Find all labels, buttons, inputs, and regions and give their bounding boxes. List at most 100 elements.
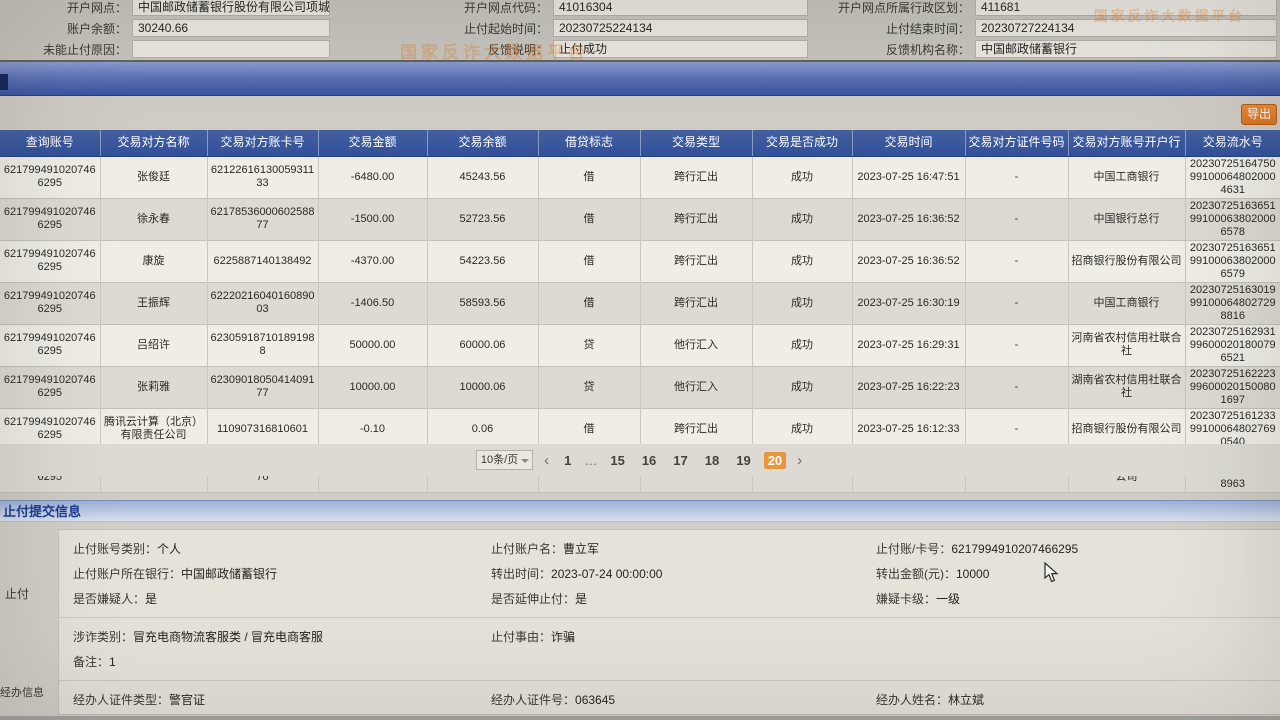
field-value [132, 40, 330, 58]
table-cell: 58593.56 [426, 282, 538, 325]
page-button[interactable]: 16 [641, 452, 657, 468]
table-cell: 6217994910207466295 [0, 282, 100, 325]
column-header: 借贷标志 [537, 130, 640, 157]
top-form-row: 账户余额： 30240.66 止付起始时间： 20230725224134 止付结束时间… [0, 18, 1280, 38]
left-tab [0, 74, 8, 90]
table-cell: 成功 [751, 240, 852, 283]
form-field: 是否延伸止付：是 [491, 590, 876, 607]
table-cell: 河南省农村信用社联合社 [1067, 324, 1185, 367]
field-label: 备注： [73, 655, 110, 669]
next-page-button[interactable]: › [797, 451, 803, 469]
field-value: 20230727224134 [975, 19, 1277, 37]
table-cell: 2023-07-25 16:36:52 [851, 198, 965, 241]
table-cell: -1500.00 [317, 198, 427, 241]
field-value: 中国邮政储蓄银行 [181, 567, 278, 581]
field-label: 未能止付原因： [42, 42, 127, 57]
form-field: 转出金额(元)：10000 [876, 565, 1280, 582]
field-label: 止付账/卡号： [876, 542, 952, 556]
table-row[interactable]: 6217994910207466295 张莉雅 623090180504140917… [0, 366, 1280, 409]
page-button[interactable]: 20 [763, 451, 787, 469]
table-cell: 6230901805041409177 [206, 366, 318, 409]
table-cell: 10000.06 [426, 366, 538, 409]
table-cell: 10000.00 [317, 366, 427, 409]
field-label: 是否嫌疑人： [73, 592, 146, 606]
field-label: 开户网点代码： [463, 0, 548, 15]
page-button[interactable]: 17 [673, 452, 688, 468]
form-group: 涉诈类别：冒充电商物流客服类 / 冒充电商客服 止付事由：诈骗备注：1 [59, 617, 1280, 680]
form-field: 涉诈类别：冒充电商物流客服类 / 冒充电商客服 [73, 628, 491, 645]
page-button[interactable]: 1 [564, 452, 572, 468]
table-cell: 借 [537, 156, 640, 199]
table-cell: 借 [537, 282, 640, 325]
export-button[interactable]: 导出 [1241, 104, 1277, 125]
field-label: 经办人证件号： [491, 693, 576, 707]
form-row: 是否嫌疑人：是 是否延伸止付：是 嫌疑卡级：一级 [73, 586, 1280, 611]
table-cell: 20230725163019991000648027298816 [1184, 282, 1280, 325]
field-value: 中国邮政储蓄银行 [975, 40, 1277, 58]
page-size-select[interactable]: 10条/页 [475, 450, 534, 470]
field-value: 10000 [956, 567, 990, 581]
field-value: 诈骗 [551, 630, 576, 644]
table-row[interactable]: 6217994910207466295 吕绍许 623059187101891988… [0, 324, 1280, 367]
table-cell: 他行汇入 [639, 366, 752, 409]
form-group: 经办人证件类型：警官证经办人证件号：063645经办人姓名：林立斌经办人电话：0… [59, 680, 1280, 720]
field-value: 1 [109, 655, 116, 669]
table-cell: - [964, 282, 1068, 325]
table-cell: -0.10 [317, 408, 427, 451]
table-cell: 跨行汇出 [639, 198, 752, 241]
table-row[interactable]: 6217994910207466295 徐永春 621785360006025887… [0, 198, 1280, 241]
table-cell: 成功 [751, 156, 852, 199]
table-cell: 6217994910207466295 [0, 198, 100, 241]
table-cell: 6217994910207466295 [0, 324, 100, 367]
table-cell: 康旋 [99, 240, 207, 283]
table-cell: 20230725163651991000638020006578 [1184, 198, 1280, 241]
table-cell: 6212261613005931133 [206, 156, 318, 199]
table-cell: 52723.56 [426, 198, 538, 241]
page-button[interactable]: 18 [704, 452, 720, 468]
table-cell: 2023-07-25 16:47:51 [851, 156, 965, 199]
table-cell: 招商银行股份有限公司 [1067, 240, 1185, 283]
table-cell: 54223.56 [426, 240, 538, 283]
page-ellipsis: … [584, 452, 598, 468]
field-value: 警官证 [169, 693, 206, 707]
page-button[interactable]: 19 [736, 452, 751, 468]
form-field: 嫌疑卡级：一级 [876, 590, 1280, 607]
page-button[interactable]: 15 [610, 452, 625, 468]
table-row[interactable]: 6217994910207466295 王振辉 622202160401608900… [0, 282, 1280, 325]
table-cell: 45243.56 [426, 156, 538, 199]
table-cell: 中国银行总行 [1067, 198, 1185, 241]
field-value: 止付成功 [553, 40, 808, 58]
table-cell: 湖南省农村信用社联合社 [1067, 366, 1185, 409]
table-cell: 成功 [751, 366, 852, 409]
pagination: 10条/页 ‹ 1 … 15 16 17 18 19 20 › [0, 444, 1280, 476]
field-label: 反馈说明： [487, 42, 548, 57]
table-cell: 6225887140138492 [206, 240, 318, 283]
field-value: 30240.66 [132, 19, 330, 37]
table-cell: -4370.00 [317, 240, 427, 283]
table-cell: 成功 [751, 282, 852, 325]
table-cell: 跨行汇出 [639, 408, 752, 451]
column-header: 交易对方名称 [99, 130, 207, 157]
column-header: 交易类型 [639, 130, 752, 157]
submit-section-header: 止付提交信息 [0, 500, 1280, 522]
table-row[interactable]: 6217994910207466295 张俊廷 621226161300593113… [0, 156, 1280, 199]
table-row[interactable]: 6217994910207466295 腾讯云计算（北京）有限责任公司 110907… [0, 408, 1280, 451]
table-cell: -6480.00 [317, 156, 427, 199]
table-cell: 张俊廷 [99, 156, 207, 199]
field-label: 经办人证件类型： [73, 693, 170, 707]
table-cell: 成功 [751, 324, 852, 367]
column-header: 交易金额 [317, 130, 427, 157]
prev-page-button[interactable]: ‹ [544, 451, 550, 469]
form-field: 止付账户名：曹立军 [491, 540, 876, 557]
table-cell: 王振辉 [99, 282, 207, 325]
table-cell: 6222021604016089003 [206, 282, 318, 325]
form-row: 经办人证件类型：警官证 经办人证件号：063645 经办人姓名：林立斌 [73, 687, 1280, 712]
table-cell: 成功 [751, 408, 852, 451]
table-row[interactable]: 6217994910207466295 康旋 6225887140138492 -43… [0, 240, 1280, 283]
form-field: 备注：1 [73, 653, 491, 670]
table-cell: 跨行汇出 [639, 156, 752, 199]
field-label: 止付事由： [491, 630, 552, 644]
field-value: 个人 [157, 542, 182, 556]
field-value: 6217994910207466295 [951, 542, 1079, 556]
